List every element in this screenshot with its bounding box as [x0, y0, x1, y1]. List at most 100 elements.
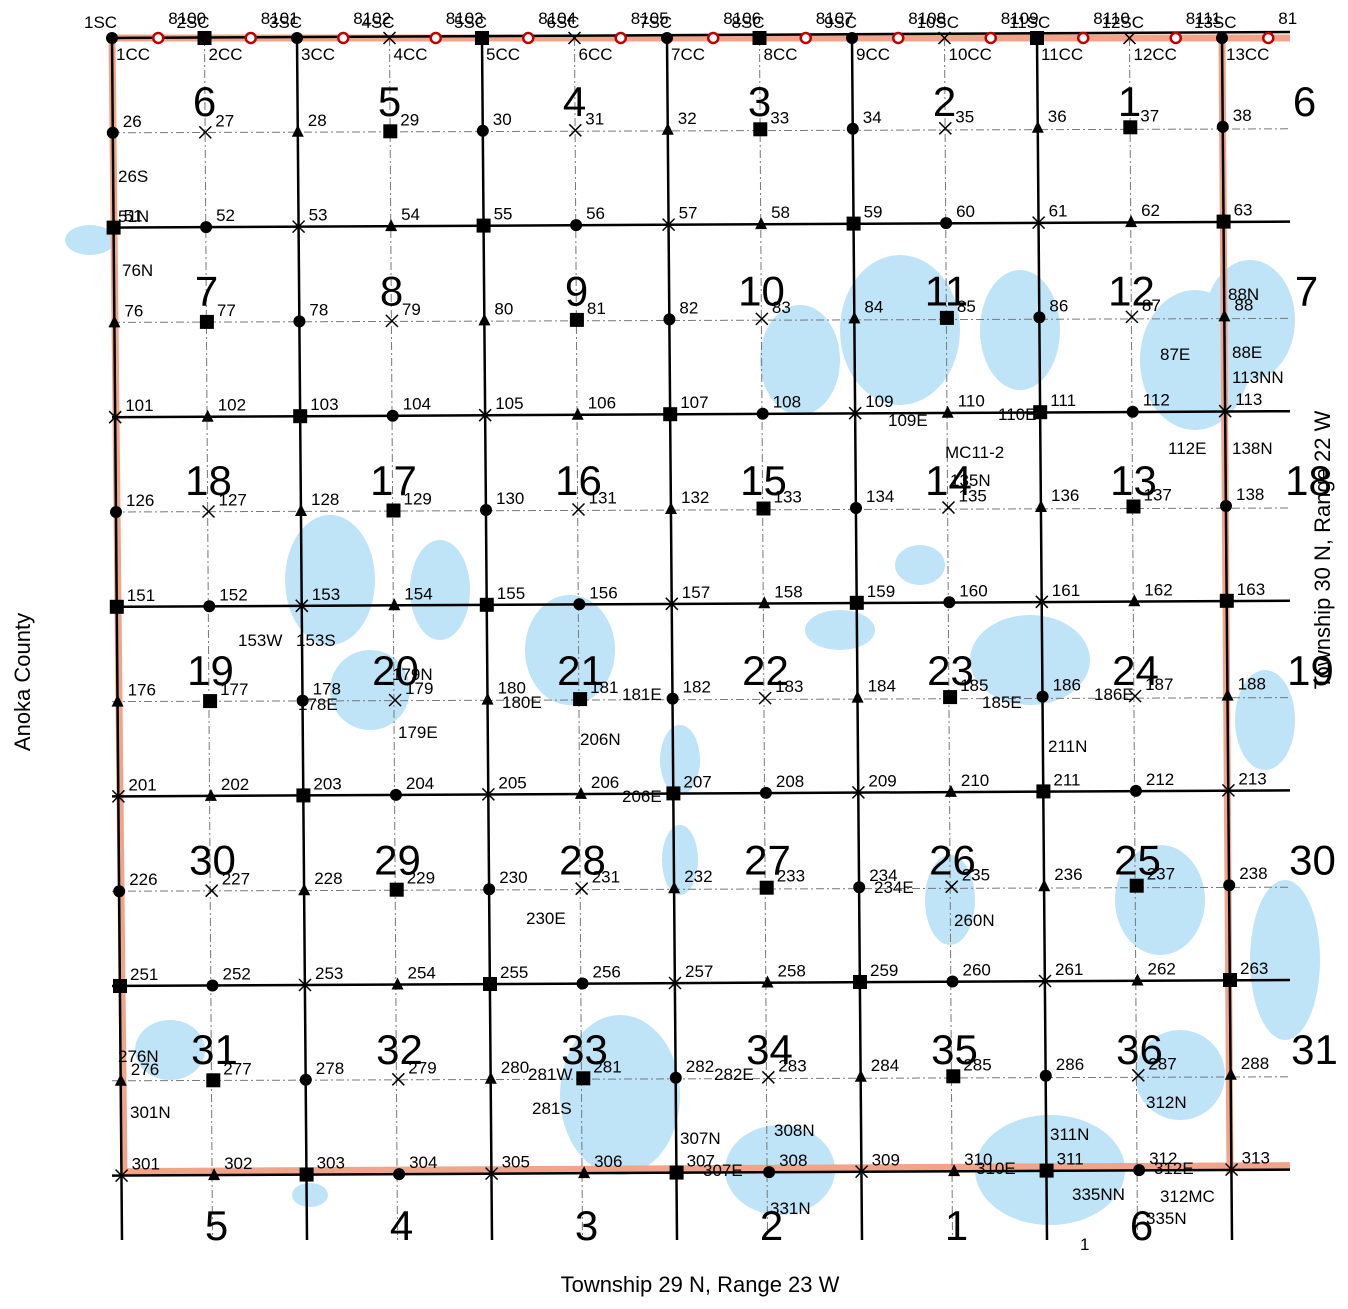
extra-corner-label: 281S	[532, 1099, 572, 1118]
corner-label: 279	[408, 1058, 436, 1077]
corner-label: 104	[403, 395, 431, 414]
circle-monument	[1036, 690, 1049, 703]
x-monument	[761, 1070, 775, 1084]
sc-label: 10SC	[917, 13, 960, 32]
triangle-monument	[201, 409, 214, 422]
section-line-vertical	[110, 37, 124, 1241]
sc-label: 7SC	[639, 13, 672, 32]
triangle-monument	[1221, 688, 1234, 701]
circle-monument	[853, 881, 866, 894]
sc-label: 3SC	[269, 13, 302, 32]
extra-corner-label: 301N	[130, 1103, 171, 1122]
triangle-monument	[574, 786, 587, 799]
corner-label: 101	[125, 396, 153, 415]
extra-corner-label: 1	[1080, 1235, 1089, 1254]
circle-monument	[206, 979, 219, 992]
extra-corner-label: 335NN	[1072, 1185, 1125, 1204]
corner-label: 228	[314, 869, 342, 888]
corner-label: 254	[408, 964, 436, 983]
square-monument	[113, 979, 127, 993]
circle-monument	[850, 502, 862, 514]
corner-label: 157	[682, 583, 710, 602]
x-monument	[298, 978, 312, 992]
section-line-vertical	[1220, 37, 1234, 1241]
corner-label: 287	[1148, 1054, 1176, 1073]
corner-label: 258	[778, 962, 806, 981]
survey-station-label: 8110	[1093, 9, 1130, 28]
corner-label: 58	[771, 203, 790, 222]
section-number: 18	[185, 457, 232, 504]
section-line-horizontal	[111, 978, 1291, 988]
x-monument	[292, 220, 306, 234]
section-number: 3	[748, 78, 771, 125]
x-monument	[1225, 1163, 1239, 1177]
corner-label: 207	[683, 772, 711, 791]
corner-label: 210	[961, 771, 989, 790]
corner-label: 82	[679, 298, 698, 317]
corner-label: 51	[124, 207, 143, 226]
extra-corner-label: 153S	[296, 631, 336, 650]
corner-label: 252	[223, 965, 251, 984]
square-monument	[853, 975, 867, 989]
corner-label: 76	[124, 301, 143, 320]
extra-corner-label: 260N	[954, 911, 995, 930]
extra-corner-label: 335N	[1146, 1209, 1187, 1228]
x-monument	[1035, 595, 1049, 609]
corner-label: 153	[312, 585, 340, 604]
corner-label: 77	[217, 301, 236, 320]
corner-label: 312	[1149, 1149, 1177, 1168]
square-monument	[1036, 784, 1051, 799]
section-number: 6	[1293, 78, 1316, 125]
square-monument	[296, 788, 311, 803]
section-number: 4	[390, 1202, 413, 1249]
square-monument	[1030, 31, 1044, 45]
extra-corner-label: 113NN	[1232, 368, 1284, 387]
x-monument	[108, 410, 122, 424]
extra-corner-label: 312MC	[1160, 1187, 1215, 1206]
corner-label: 34	[863, 108, 882, 127]
square-monument	[299, 1167, 314, 1182]
corner-label: 59	[864, 203, 883, 222]
extra-corner-label: 282E	[714, 1065, 754, 1084]
corner-label: 303	[317, 1154, 345, 1173]
circle-monument	[663, 313, 676, 326]
circle-monument	[386, 409, 399, 422]
lake	[1235, 670, 1295, 770]
corner-label: 30	[493, 110, 512, 129]
corner-label: 227	[222, 870, 250, 889]
quarter-line-horizontal	[111, 128, 1291, 134]
corner-label: 179	[405, 679, 433, 698]
lake	[1205, 260, 1295, 380]
circle-monument	[480, 504, 492, 516]
corner-label: 187	[1145, 675, 1173, 694]
section-lines	[110, 30, 1291, 1241]
corner-label: 302	[224, 1154, 252, 1173]
corner-label: 106	[588, 394, 616, 413]
corner-label: 282	[686, 1057, 714, 1076]
corner-label: 277	[223, 1059, 251, 1078]
square-monument	[389, 882, 404, 897]
quarter-line-horizontal	[111, 317, 1291, 323]
corner-label: 129	[404, 490, 432, 509]
square-monument	[476, 218, 491, 233]
x-monument	[848, 406, 862, 420]
lake	[760, 305, 840, 415]
section-number: 5	[378, 78, 401, 125]
survey-station-label: 8100	[168, 9, 206, 28]
cc-label: 4CC	[394, 45, 428, 64]
square-monument	[669, 1165, 684, 1180]
east-township-label: Township 30 N, Range 22 W	[1310, 410, 1335, 689]
section-number: 7	[1295, 268, 1318, 315]
corner-label: 33	[770, 108, 789, 127]
section-number: 19	[1287, 647, 1334, 694]
corner-label: 79	[402, 300, 421, 319]
survey-station-label: 8106	[723, 9, 761, 28]
monument-markers	[106, 31, 1275, 1183]
circle-monument	[573, 598, 586, 611]
corner-label: 107	[680, 393, 708, 412]
extra-corner-label: 109E	[888, 411, 928, 430]
survey-station-label: 8101	[261, 9, 299, 28]
